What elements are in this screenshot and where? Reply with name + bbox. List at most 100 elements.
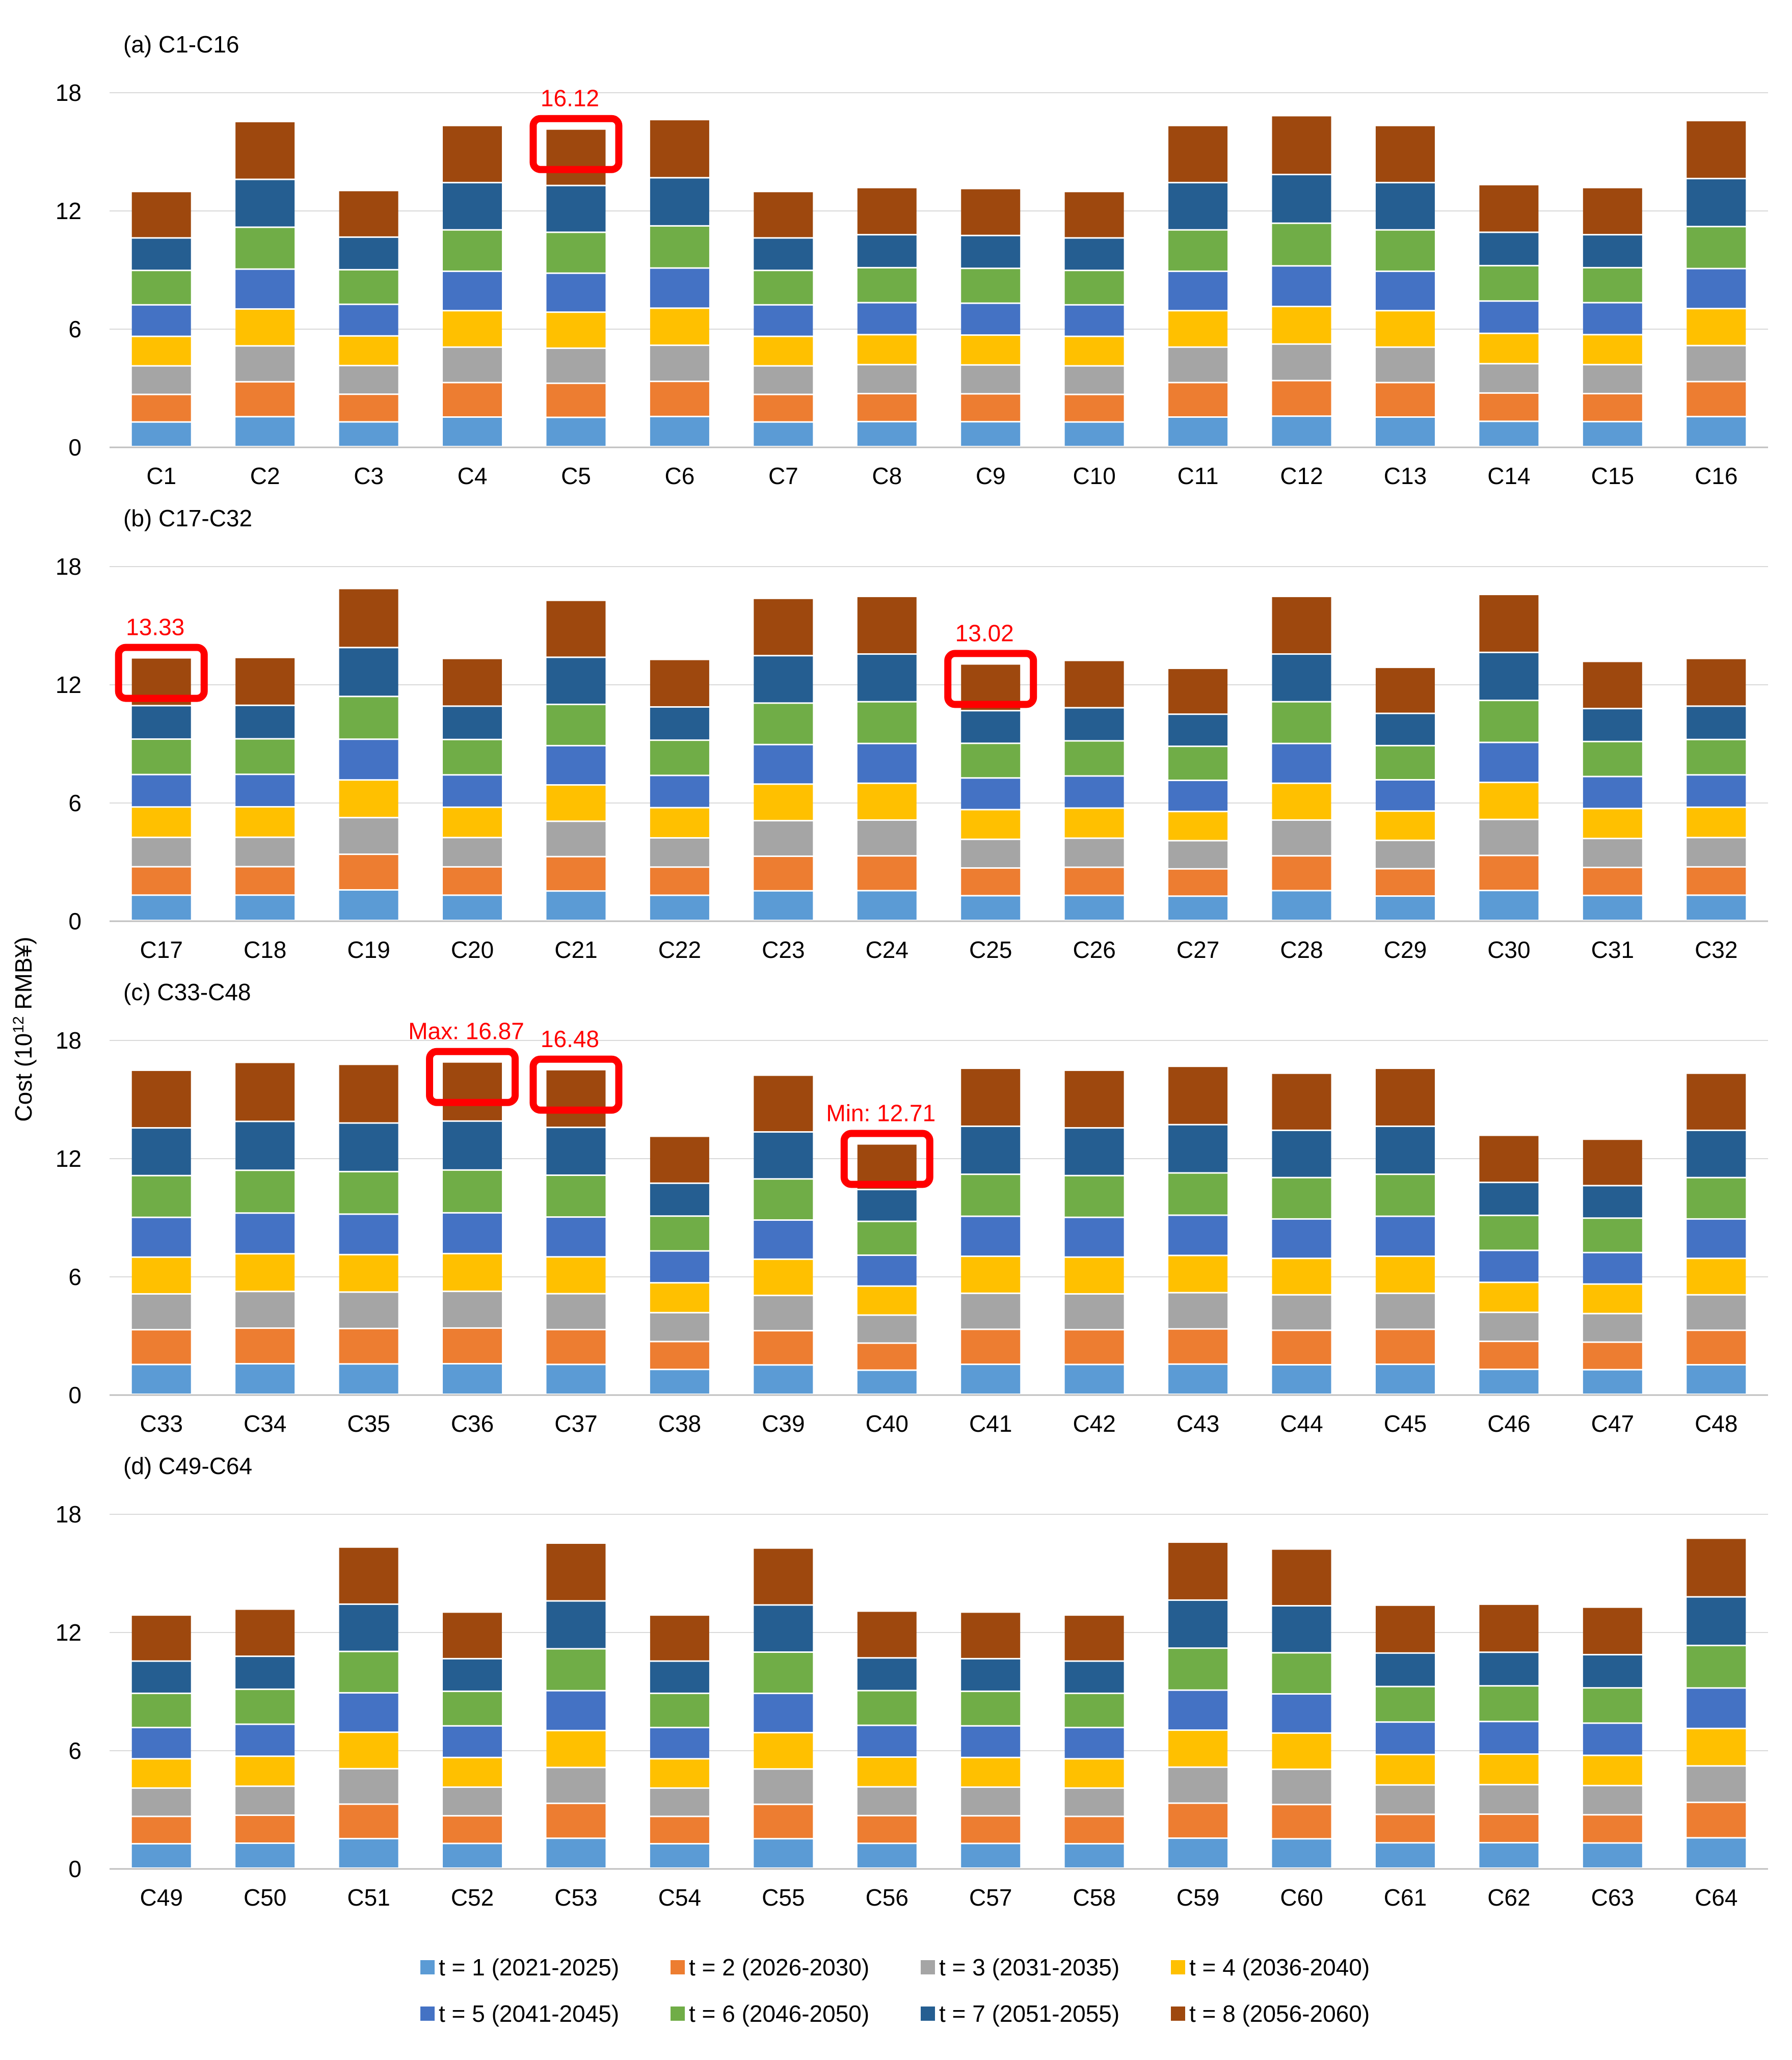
bar-C48 (1687, 1074, 1746, 1394)
highlight-label: Max: 16.87 (408, 1018, 524, 1045)
bar-C49 (131, 1616, 191, 1867)
bar-C59 (1168, 1543, 1228, 1867)
bar-segment (650, 1694, 709, 1727)
bar-segment (1064, 305, 1124, 336)
legend-item: t = 5 (2041-2045) (420, 2000, 619, 2027)
bar-segment (1687, 1178, 1746, 1218)
bar-segment (131, 1788, 191, 1816)
bar-segment (131, 896, 191, 920)
bar-segment (650, 1788, 709, 1816)
bar-segment (1687, 227, 1746, 268)
bar-segment (131, 775, 191, 807)
y-tick-label: 12 (56, 1619, 82, 1646)
bar-segment (961, 1613, 1021, 1658)
bar-segment (650, 741, 709, 775)
legend-swatch (420, 2007, 435, 2021)
bar-segment (650, 1217, 709, 1250)
bar-segment (1168, 183, 1228, 229)
bar-segment (131, 1129, 191, 1175)
bar-segment (754, 271, 813, 304)
bar-segment (1272, 1839, 1331, 1867)
legend-label: t = 5 (2041-2045) (439, 2000, 619, 2027)
bar-segment (650, 1370, 709, 1394)
bar-segment (857, 1255, 917, 1286)
bar-segment (1375, 383, 1435, 416)
y-axis-label: Cost (1012 RMB¥) (10, 937, 37, 1121)
bar-C41 (961, 1069, 1021, 1394)
bar-segment (1583, 839, 1642, 867)
bar-C45 (1375, 1069, 1435, 1394)
bar-segment (1687, 1646, 1746, 1688)
y-tick-label: 18 (56, 1027, 82, 1054)
bar-segment (754, 366, 813, 394)
bar-segment (546, 1804, 606, 1838)
bar-segment (339, 648, 398, 696)
bar-segment (339, 191, 398, 236)
x-tick-label: C1 (146, 463, 176, 489)
bar-segment (339, 818, 398, 854)
bar-segment (443, 1328, 502, 1363)
bar-segment (961, 1365, 1021, 1394)
bar-segment (1272, 1733, 1331, 1769)
bar-segment (1375, 1257, 1435, 1293)
legend-label: t = 6 (2046-2050) (689, 2000, 869, 2027)
bar-segment (339, 395, 398, 421)
x-tick-label: C17 (140, 937, 183, 963)
x-tick-label: C27 (1176, 937, 1219, 963)
bar-segment (1479, 1251, 1539, 1282)
bar-C29 (1375, 668, 1435, 920)
bar-segment (339, 1365, 398, 1394)
bar-segment (339, 1329, 398, 1363)
bar-segment (1479, 1283, 1539, 1312)
bar-segment (650, 1283, 709, 1312)
bar-segment (1583, 1815, 1642, 1842)
bar-segment (961, 304, 1021, 335)
bar-segment (1064, 1330, 1124, 1364)
bar-C24 (857, 597, 917, 920)
bar-segment (1479, 701, 1539, 742)
bar-segment (339, 1065, 398, 1122)
bar-segment (650, 417, 709, 446)
bar-segment (546, 892, 606, 920)
bar-segment (131, 271, 191, 304)
bar-segment (1583, 709, 1642, 741)
bar-segment (1583, 1655, 1642, 1688)
bar-segment (235, 1063, 295, 1121)
bar-segment (339, 237, 398, 269)
legend-swatch (671, 2007, 685, 2021)
bar-segment (1064, 1616, 1124, 1661)
bar-segment (1064, 1844, 1124, 1867)
x-tick-label: C23 (762, 937, 805, 963)
bar-segment (1064, 809, 1124, 838)
bar-segment (546, 313, 606, 347)
bar-segment (546, 1258, 606, 1293)
bar-segment (235, 346, 295, 381)
x-tick-label: C35 (347, 1410, 390, 1437)
bar-segment (961, 1844, 1021, 1867)
bar-segment (1687, 269, 1746, 308)
bar-segment (339, 855, 398, 890)
bar-segment (754, 238, 813, 270)
bar-segment (1272, 175, 1331, 223)
bar-segment (650, 868, 709, 895)
bar-segment (1479, 1313, 1539, 1341)
bar-segment (1375, 746, 1435, 779)
bar-C34 (235, 1063, 295, 1394)
bar-segment (1168, 841, 1228, 868)
bar-segment (1583, 1756, 1642, 1785)
bar-C64 (1687, 1539, 1746, 1867)
bar-segment (339, 1172, 398, 1214)
x-tick-label: C46 (1487, 1410, 1530, 1437)
panel-title: (a) C1-C16 (123, 31, 239, 58)
bar-segment (443, 1213, 502, 1253)
bar-segment (1375, 1330, 1435, 1364)
bar-segment (546, 786, 606, 821)
highlight-box (426, 1048, 519, 1106)
bar-segment (857, 1371, 917, 1394)
bar-segment (235, 417, 295, 446)
bar-segment (1272, 224, 1331, 265)
bar-segment (1583, 809, 1642, 838)
bar-segment (1583, 1724, 1642, 1755)
bar-segment (1375, 1785, 1435, 1814)
bar-segment (961, 1217, 1021, 1256)
